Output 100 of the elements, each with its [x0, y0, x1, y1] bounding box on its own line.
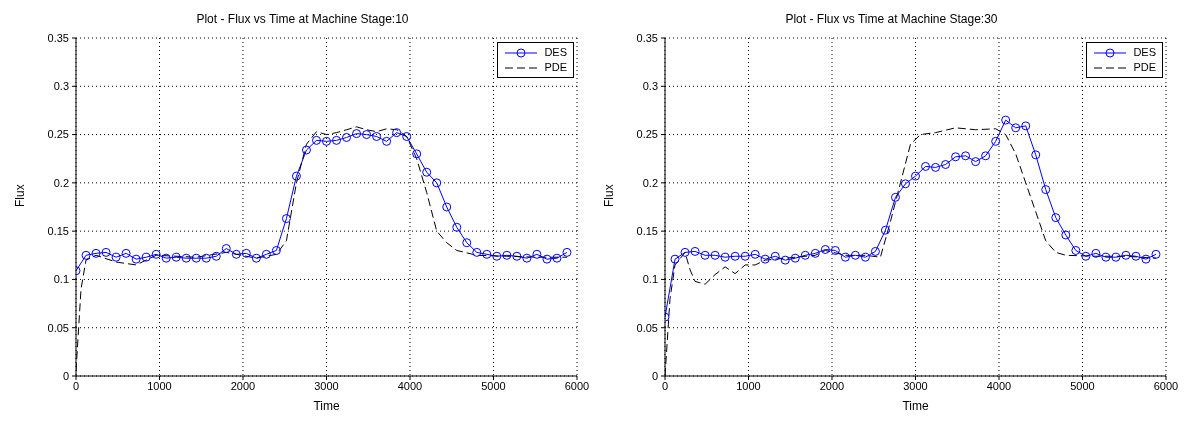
point: [870, 246, 880, 256]
point: [311, 135, 321, 145]
point: [251, 253, 261, 263]
point: [1101, 252, 1111, 262]
x-tick-label: 1000: [736, 379, 761, 392]
x-tick-label: 2000: [230, 379, 256, 392]
point: [720, 252, 730, 262]
point: [880, 225, 890, 235]
point: [1061, 230, 1071, 240]
x-tick-label: 2000: [819, 379, 845, 392]
point: [241, 248, 251, 258]
point: [1021, 121, 1031, 131]
point: [522, 253, 532, 263]
y-tick-label: 0.35: [636, 31, 658, 44]
point: [700, 250, 710, 260]
point: [332, 135, 342, 145]
y-tick-label: 0.35: [47, 31, 69, 44]
x-tick-label: 3000: [903, 379, 928, 392]
point: [770, 251, 780, 261]
x-tick-label: 3000: [314, 379, 339, 392]
point: [900, 179, 910, 189]
point: [1131, 251, 1141, 261]
point: [810, 248, 820, 258]
point: [552, 253, 562, 263]
point: [800, 250, 810, 260]
point: [981, 151, 991, 161]
point: [442, 202, 452, 212]
point: [680, 247, 690, 257]
y-tick-label: 0.05: [47, 321, 69, 334]
point: [81, 250, 91, 260]
point: [1041, 185, 1051, 195]
x-tick-label: 0: [72, 379, 80, 392]
x-axis-title: Time: [902, 399, 929, 413]
point: [422, 167, 432, 177]
point: [911, 171, 920, 181]
point: [121, 248, 131, 258]
point: [231, 249, 241, 259]
point: [502, 250, 512, 260]
point: [931, 162, 941, 172]
point: [790, 253, 800, 263]
y-tick-label: 0.1: [53, 273, 69, 286]
chart-title: Plot - Flux vs Time at Machine Stage:10: [195, 12, 410, 26]
point: [542, 254, 552, 264]
y-tick-label: 0: [62, 369, 69, 382]
point: [820, 244, 830, 254]
y-axis-title: Flux: [13, 184, 28, 207]
point: [1051, 213, 1061, 223]
y-tick-label: 0.25: [47, 128, 69, 141]
y-axis-title: Flux: [602, 184, 617, 207]
point: [991, 136, 1001, 146]
point: [221, 244, 231, 254]
x-tick-label: 5000: [481, 379, 506, 392]
point: [1071, 245, 1081, 255]
point: [432, 178, 442, 188]
legend-label: PDE: [544, 60, 567, 75]
point: [291, 171, 301, 181]
point: [1111, 252, 1121, 262]
point: [301, 145, 311, 155]
point: [670, 254, 680, 264]
y-tick-label: 0.15: [47, 225, 69, 238]
y-tick-label: 0.25: [636, 128, 658, 141]
point: [1031, 150, 1041, 160]
point: [352, 129, 362, 139]
point: [830, 245, 840, 255]
y-tick-label: 0.05: [636, 321, 658, 334]
point: [961, 151, 971, 161]
point: [342, 132, 352, 142]
point: [740, 251, 750, 261]
point: [840, 252, 850, 262]
point: [710, 250, 720, 260]
point: [690, 246, 700, 256]
point: [402, 132, 412, 141]
y-tick-label: 0.2: [642, 176, 658, 189]
legend-label: DES: [1133, 45, 1156, 60]
x-tick-label: 1000: [147, 379, 172, 392]
point: [1091, 248, 1101, 258]
point: [101, 247, 111, 257]
x-tick-label: 6000: [1153, 379, 1179, 392]
point: [151, 249, 161, 259]
y-tick-label: 0.3: [642, 80, 658, 93]
point: [181, 253, 191, 263]
point: [281, 214, 291, 224]
point: [921, 161, 931, 171]
x-axis-title: Time: [313, 399, 340, 413]
y-tick-label: 0: [651, 369, 658, 382]
point: [171, 252, 181, 262]
point: [760, 254, 770, 264]
point: [890, 192, 900, 202]
point: [860, 252, 870, 262]
point: [111, 252, 121, 262]
point: [951, 152, 961, 162]
point: [91, 248, 101, 258]
y-tick-label: 0.15: [636, 225, 658, 238]
point: [271, 245, 281, 255]
point: [482, 249, 492, 259]
legend-label: PDE: [1133, 60, 1156, 75]
point: [750, 249, 760, 259]
point: [1081, 251, 1091, 261]
point: [462, 238, 472, 248]
point: [941, 160, 951, 170]
